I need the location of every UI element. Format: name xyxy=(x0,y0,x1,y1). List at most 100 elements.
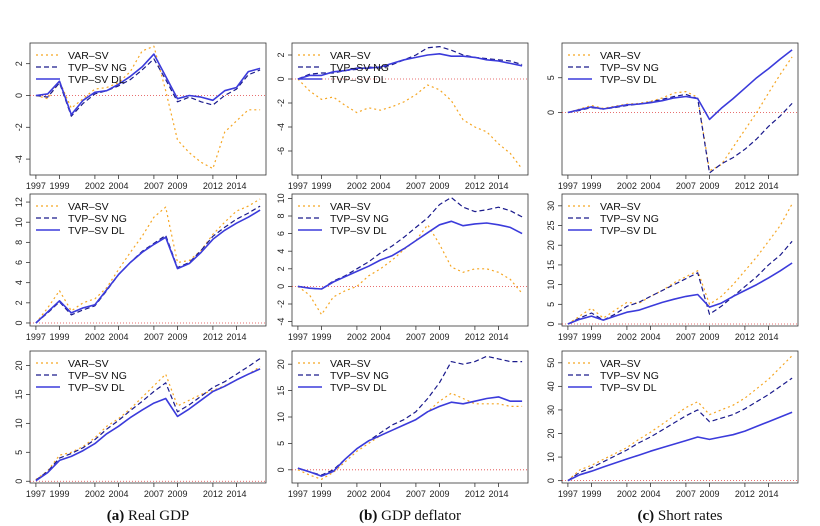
x-tick-label: 2007 xyxy=(676,489,696,499)
y-tick-label: 10 xyxy=(276,193,286,203)
x-tick-label: 2007 xyxy=(144,489,164,499)
legend-label-tvp-sv-ng: TVP–SV NG xyxy=(68,213,127,225)
y-tick-label: 4 xyxy=(276,249,286,254)
x-tick-label: 2004 xyxy=(108,181,128,191)
x-tick-label: 2004 xyxy=(640,489,660,499)
y-tick-label: 8 xyxy=(276,213,286,218)
x-tick-label: 2014 xyxy=(758,181,778,191)
panel-6: 1997 1999 2002 2004 2007 2009 2012 2014 0 5 10 15 20… xyxy=(546,193,799,342)
y-tick-label: 8 xyxy=(14,240,24,245)
x-tick-label: 1999 xyxy=(311,181,331,191)
x-tick-label: 2002 xyxy=(617,181,637,191)
legend-label-var-sv: VAR–SV xyxy=(600,358,641,370)
y-tick-label: 10 xyxy=(14,217,24,227)
x-tick-label: 1997 xyxy=(288,332,308,342)
y-tick-label: 0 xyxy=(546,110,556,115)
y-tick-label: 15 xyxy=(546,260,556,270)
y-tick-label: -2 xyxy=(276,99,286,107)
series-line-tvp-sv-dl xyxy=(35,209,261,324)
series-line-tvp-sv-dl xyxy=(35,368,261,482)
legend-label-tvp-sv-ng: TVP–SV NG xyxy=(330,62,389,74)
legend-label-tvp-sv-dl: TVP–SV DL xyxy=(600,382,657,394)
legend-label-tvp-sv-ng: TVP–SV NG xyxy=(330,213,389,225)
x-tick-label: 1999 xyxy=(581,181,601,191)
y-tick-label: -6 xyxy=(276,147,286,155)
y-tick-label: 0 xyxy=(14,93,24,98)
y-tick-label: 2 xyxy=(14,61,24,66)
y-tick-label: -2 xyxy=(14,123,24,131)
x-tick-label: 2009 xyxy=(167,489,187,499)
y-tick-label: 2 xyxy=(276,52,286,57)
legend-label-tvp-sv-ng: TVP–SV NG xyxy=(600,62,659,74)
y-tick-label: 5 xyxy=(14,450,24,455)
legend-label-var-sv: VAR–SV xyxy=(330,50,371,62)
x-tick-label: 1999 xyxy=(49,489,69,499)
y-tick-label: 25 xyxy=(546,221,556,231)
series-line-var-sv xyxy=(297,224,523,316)
x-tick-label: 2007 xyxy=(406,181,426,191)
x-tick-label: 2007 xyxy=(676,181,696,191)
plot-frame xyxy=(29,193,267,327)
panel-5: 1997 1999 2002 2004 2007 2009 2012 2014 -4 -2 0 2 4 6… xyxy=(276,193,529,342)
y-tick-label: 20 xyxy=(546,240,556,250)
x-tick-label: 1997 xyxy=(558,181,578,191)
x-tick-label: 1999 xyxy=(581,489,601,499)
x-tick-label: 2012 xyxy=(735,489,755,499)
x-tick-label: 2009 xyxy=(429,489,449,499)
y-tick-label: 5 xyxy=(546,75,556,80)
series-line-var-sv xyxy=(567,203,793,325)
series-line-tvp-sv-ng xyxy=(297,355,523,476)
panel-3: 1997 1999 2002 2004 2007 2009 2012 2014 0 5 VAR–SV… xyxy=(546,42,799,191)
series-line-var-sv xyxy=(297,392,523,480)
x-tick-label: 2007 xyxy=(144,181,164,191)
x-tick-label: 1997 xyxy=(26,489,46,499)
plot-frame xyxy=(561,42,799,176)
y-tick-label: 30 xyxy=(546,201,556,211)
plot-frame xyxy=(561,193,799,327)
series-line-tvp-sv-ng xyxy=(567,240,793,325)
x-tick-label: 1997 xyxy=(26,332,46,342)
x-tick-label: 2012 xyxy=(203,489,223,499)
y-tick-label: 5 xyxy=(546,302,556,307)
legend-label-tvp-sv-dl: TVP–SV DL xyxy=(68,382,125,394)
panel-1: 1997 1999 2002 2004 2007 2009 2012 2014 -4 -2 0 2 VA… xyxy=(14,42,267,191)
x-tick-label: 2012 xyxy=(465,181,485,191)
caption-tag: (b) xyxy=(359,508,381,524)
x-tick-label: 2014 xyxy=(226,332,246,342)
y-tick-label: 4 xyxy=(14,280,24,285)
plot-frame xyxy=(291,350,529,484)
plot-frame xyxy=(291,42,529,176)
y-tick-label: 30 xyxy=(546,405,556,415)
x-tick-label: 2014 xyxy=(758,489,778,499)
y-tick-label: 12 xyxy=(14,197,24,207)
x-tick-label: 2012 xyxy=(203,181,223,191)
x-tick-label: 2004 xyxy=(370,332,390,342)
y-tick-label: 2 xyxy=(14,300,24,305)
y-tick-label: 0 xyxy=(546,322,556,327)
plot-frame xyxy=(561,350,799,484)
x-tick-label: 2007 xyxy=(676,332,696,342)
x-tick-label: 1997 xyxy=(288,181,308,191)
panel-8: 1997 1999 2002 2004 2007 2009 2012 2014 0 5 10 15 20… xyxy=(276,350,529,499)
panel-4: 1997 1999 2002 2004 2007 2009 2012 2014 0 2 4 6 8 10 1… xyxy=(14,193,267,342)
y-tick-label: -4 xyxy=(276,318,286,326)
y-tick-label: 5 xyxy=(276,441,286,446)
x-tick-label: 1999 xyxy=(311,489,331,499)
legend-label-tvp-sv-dl: TVP–SV DL xyxy=(600,225,657,237)
x-tick-label: 2002 xyxy=(347,332,367,342)
plot-frame xyxy=(291,193,529,327)
x-tick-label: 2014 xyxy=(226,181,246,191)
series-line-var-sv xyxy=(567,56,793,172)
legend-label-var-sv: VAR–SV xyxy=(68,358,109,370)
caption-text: Real GDP xyxy=(128,508,189,524)
x-tick-label: 2004 xyxy=(108,332,128,342)
legend-label-var-sv: VAR–SV xyxy=(68,201,109,213)
series-line-var-sv xyxy=(567,355,793,482)
x-tick-label: 2002 xyxy=(347,489,367,499)
series-line-tvp-sv-dl xyxy=(567,411,793,482)
series-line-tvp-sv-dl xyxy=(567,262,793,325)
y-tick-label: 50 xyxy=(546,358,556,368)
series-line-tvp-sv-dl xyxy=(297,396,523,477)
panel-9: 1997 1999 2002 2004 2007 2009 2012 2014 0 10 20 30 4… xyxy=(546,350,799,499)
legend-label-tvp-sv-ng: TVP–SV NG xyxy=(600,213,659,225)
